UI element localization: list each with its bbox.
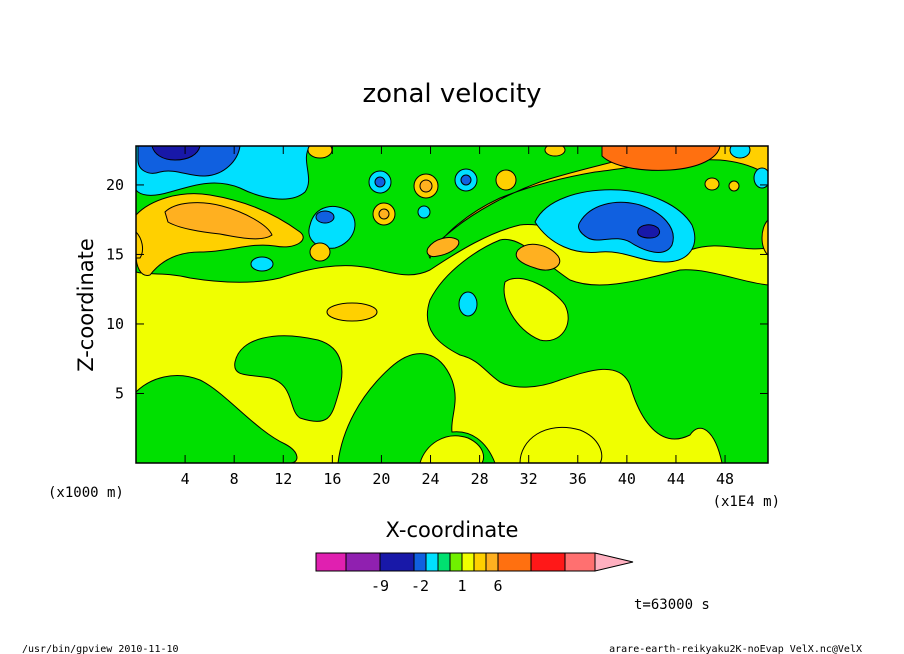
gold-cell-4 [309,242,331,262]
cyan-cell-top-right [729,146,751,159]
x-axis-ticks: 4 8 12 16 20 24 28 32 36 40 44 48 [181,146,734,488]
colorbar-swatch [564,552,596,572]
colorbar-swatch [473,552,487,572]
x-tick-label: 48 [716,470,734,488]
y-axis-ticks: 5 10 15 20 [106,176,768,402]
gold-cell-top-2 [544,146,566,157]
cyan-cell-3 [417,205,431,219]
y-axis-label: Z-coordinate [74,238,98,372]
colorbar-swatch [449,552,463,572]
blue-cell-2 [460,174,472,186]
navy-region-right [637,224,661,239]
blue-cell-center [315,210,335,224]
x-tick-label: 32 [520,470,538,488]
blue-cell-1 [374,176,386,188]
amber-region-mid [515,243,561,271]
colorbar-label: -2 [411,577,429,595]
x-tick-label: 24 [421,470,439,488]
gold-edge-left [136,231,144,259]
yellow-hole-center-bottom [419,435,484,463]
x-tick-label: 16 [323,470,341,488]
x-tick-label: 28 [471,470,489,488]
colorbar: -9 -2 1 6 [315,552,634,595]
colorbar-swatch [315,552,347,572]
orange-region-upper-right [601,146,721,171]
x-tick-label: 40 [618,470,636,488]
colorbar-swatch [497,552,532,572]
y-tick-label: 10 [106,315,124,333]
colorbar-swatch [530,552,566,572]
colorbar-swatch [413,552,427,572]
x-tick-label: 36 [569,470,587,488]
colorbar-label: -9 [371,577,389,595]
amber-region-center [426,237,460,257]
gold-cell-top [307,146,333,159]
yellow-hole-right [503,277,569,342]
colorbar-swatch [379,552,415,572]
contour-field [136,146,768,463]
amber-cell-2 [378,208,390,220]
x-tick-label: 4 [181,470,190,488]
cyan-cell-right-edge [753,167,768,189]
time-label: t=63000 s [634,597,710,613]
colorbar-swatch [485,552,499,572]
cyan-cell-5 [458,291,478,317]
gold-cell-7 [728,180,740,192]
x-unit-left: (x1000 m) [48,485,124,501]
chart-title: zonal velocity [362,79,541,109]
gold-cell-3 [495,169,517,191]
blue-region-right [578,201,674,253]
yellow-region-bottom-right [519,426,603,463]
footer-left: /usr/bin/gpview 2010-11-10 [22,644,179,654]
gold-cell-6 [704,177,720,191]
x-unit-right: (x1E4 m) [713,494,780,510]
x-tick-label: 44 [667,470,685,488]
colorbar-arrow [594,552,634,572]
green-region-lower-center [234,335,343,422]
colorbar-label: 1 [457,577,466,595]
x-tick-label: 12 [274,470,292,488]
y-tick-label: 15 [106,245,124,263]
cyan-cell-4 [250,256,274,272]
colorbar-swatch [437,552,451,572]
y-tick-label: 20 [106,176,124,194]
x-tick-label: 20 [372,470,390,488]
amber-cell-1 [419,179,433,193]
x-tick-label: 8 [230,470,239,488]
amber-region-left [164,202,273,240]
navy-region-upper-left [151,146,201,161]
colorbar-label: 6 [493,577,502,595]
colorbar-swatch [425,552,439,572]
plot-frame [135,145,769,464]
y-tick-label: 5 [115,384,124,402]
footer-right: arare-earth-reikyaku2K-noEvap_VelX.nc@Ve… [609,644,862,654]
x-axis-label: X-coordinate [386,518,519,542]
colorbar-swatch [461,552,475,572]
colorbar-swatch [345,552,381,572]
green-region-lower-left [136,375,298,463]
gold-cell-5 [326,302,378,322]
